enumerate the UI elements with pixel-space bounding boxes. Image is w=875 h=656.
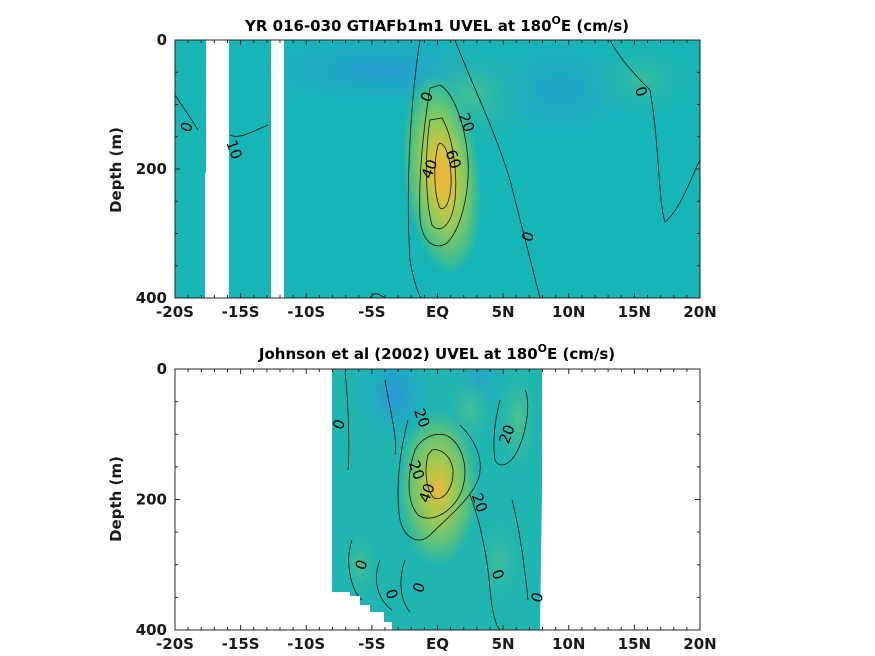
panel1-title-main: YR 016-030 GTIAFb1m1 UVEL at 180 bbox=[244, 17, 552, 35]
p2-contour-label: 20 bbox=[410, 406, 433, 430]
panel2-title-main: Johnson et al (2002) UVEL at 180 bbox=[258, 345, 538, 363]
p2-contour-label: 20 bbox=[468, 491, 491, 515]
panel2-title: Johnson et al (2002) UVEL at 180OE (cm/s… bbox=[258, 342, 615, 363]
p1-contour-label: 60 bbox=[442, 147, 465, 171]
panel1-y-ticklabels: 0 200 400 bbox=[136, 31, 167, 307]
panel1-title: YR 016-030 GTIAFb1m1 UVEL at 180OE (cm/s… bbox=[244, 14, 629, 35]
p2-xtick-label: -20S bbox=[156, 635, 194, 653]
panel2-x-tickmarks bbox=[174, 368, 701, 631]
p1-xtick-label: -15S bbox=[222, 303, 260, 321]
p2-xtick-label: 5N bbox=[492, 635, 515, 653]
p2-xtick-label: -10S bbox=[287, 635, 325, 653]
p2-xtick-label: EQ bbox=[426, 635, 449, 653]
p1-xtick-label: -10S bbox=[287, 303, 325, 321]
panel-model: YR 016-030 GTIAFb1m1 UVEL at 180OE (cm/s… bbox=[107, 14, 717, 321]
panel1-title-sup: O bbox=[552, 14, 561, 27]
p1-contour-label: 10 bbox=[222, 138, 245, 162]
panel1-x-ticklabels: -20S -15S -10S -5S EQ 5N 10N 15N 20N bbox=[156, 303, 717, 321]
panel1-field bbox=[175, 40, 700, 298]
panel2-y-ticklabels: 0 200 400 bbox=[136, 360, 167, 639]
panel2-ylabel: Depth (m) bbox=[107, 456, 125, 542]
p1-contour-label: 20 bbox=[455, 111, 478, 135]
p2-xtick-label: 10N bbox=[552, 635, 585, 653]
p1-ytick-label: 200 bbox=[136, 160, 167, 178]
p2-ytick-label: 400 bbox=[136, 621, 167, 639]
panel2-title-tail: E (cm/s) bbox=[547, 345, 615, 363]
p2-contour-label: 40 bbox=[415, 481, 438, 505]
p1-ytick-label: 400 bbox=[136, 289, 167, 307]
p1-xtick-label: 20N bbox=[683, 303, 716, 321]
panel-observed: Johnson et al (2002) UVEL at 180OE (cm/s… bbox=[107, 342, 717, 653]
p2-ytick-label: 0 bbox=[157, 360, 167, 378]
p1-xtick-label: -5S bbox=[358, 303, 385, 321]
p1-ytick-label: 0 bbox=[157, 31, 167, 49]
p1-xtick-label: EQ bbox=[426, 303, 449, 321]
p1-xtick-label: 15N bbox=[618, 303, 651, 321]
p1-xtick-label: 10N bbox=[552, 303, 585, 321]
panel1-x-tickmarks bbox=[174, 39, 701, 299]
p1-xtick-label: -20S bbox=[156, 303, 194, 321]
p2-xtick-label: -5S bbox=[358, 635, 385, 653]
p2-ytick-label: 200 bbox=[136, 491, 167, 509]
panel1-title-tail: E (cm/s) bbox=[561, 17, 629, 35]
panel1-ylabel: Depth (m) bbox=[107, 127, 125, 213]
panel2-field bbox=[332, 369, 542, 630]
p2-contour-label: 20 bbox=[405, 458, 428, 482]
p2-xtick-label: 15N bbox=[618, 635, 651, 653]
p1-xtick-label: 5N bbox=[492, 303, 515, 321]
p2-contour-label: 20 bbox=[495, 422, 518, 446]
panel2-title-sup: O bbox=[538, 342, 547, 355]
p2-xtick-label: -15S bbox=[222, 635, 260, 653]
p2-xtick-label: 20N bbox=[683, 635, 716, 653]
p1-contour-label: 40 bbox=[418, 157, 441, 181]
panel2-x-ticklabels: -20S -15S -10S -5S EQ 5N 10N 15N 20N bbox=[156, 635, 717, 653]
